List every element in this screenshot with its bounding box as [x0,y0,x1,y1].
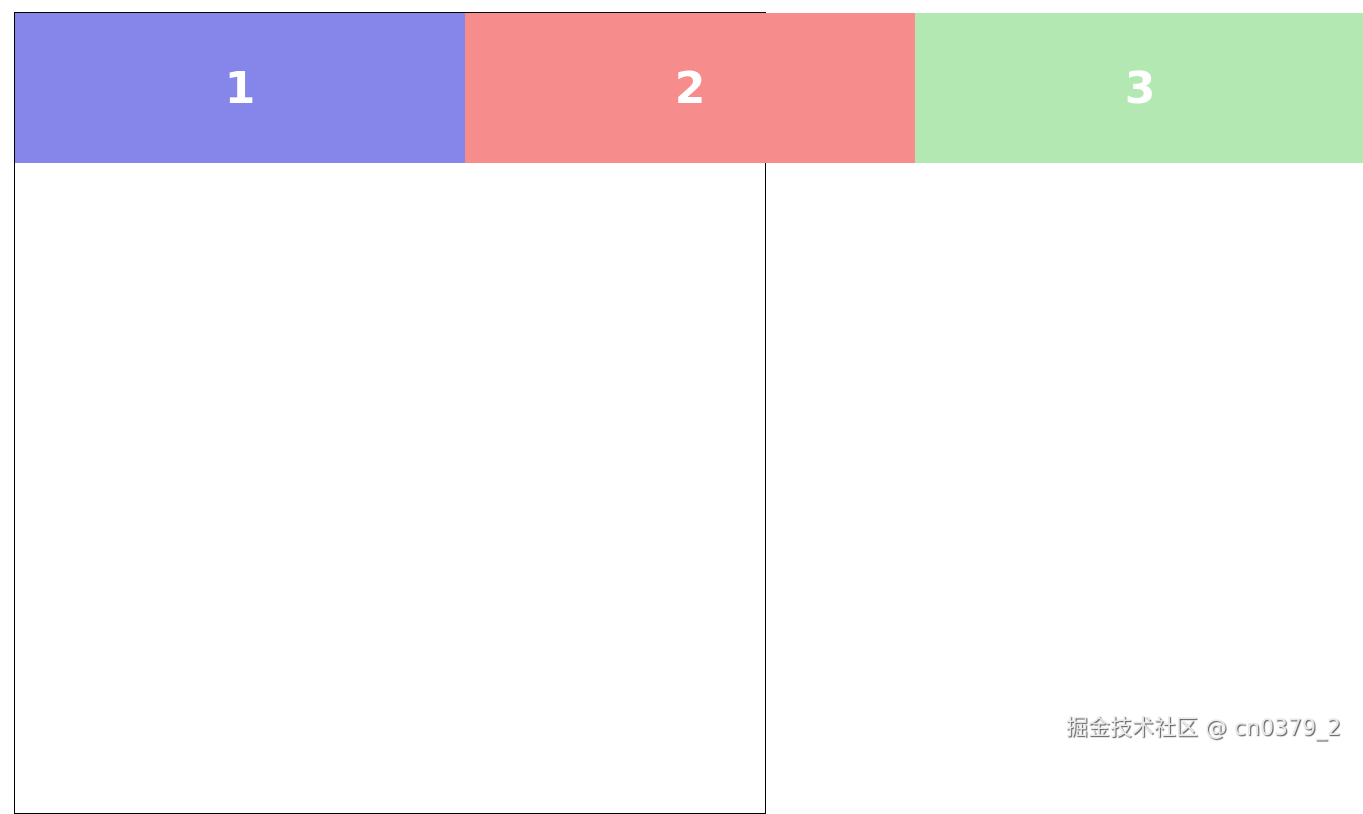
box-row: 1 2 3 [15,13,1363,163]
flex-container: 1 2 3 [14,12,766,814]
box-3: 3 [915,13,1363,163]
box-2: 2 [465,13,915,163]
box-1: 1 [15,13,465,163]
watermark: 掘金技术社区 @ cn0379_2 [1066,710,1341,742]
